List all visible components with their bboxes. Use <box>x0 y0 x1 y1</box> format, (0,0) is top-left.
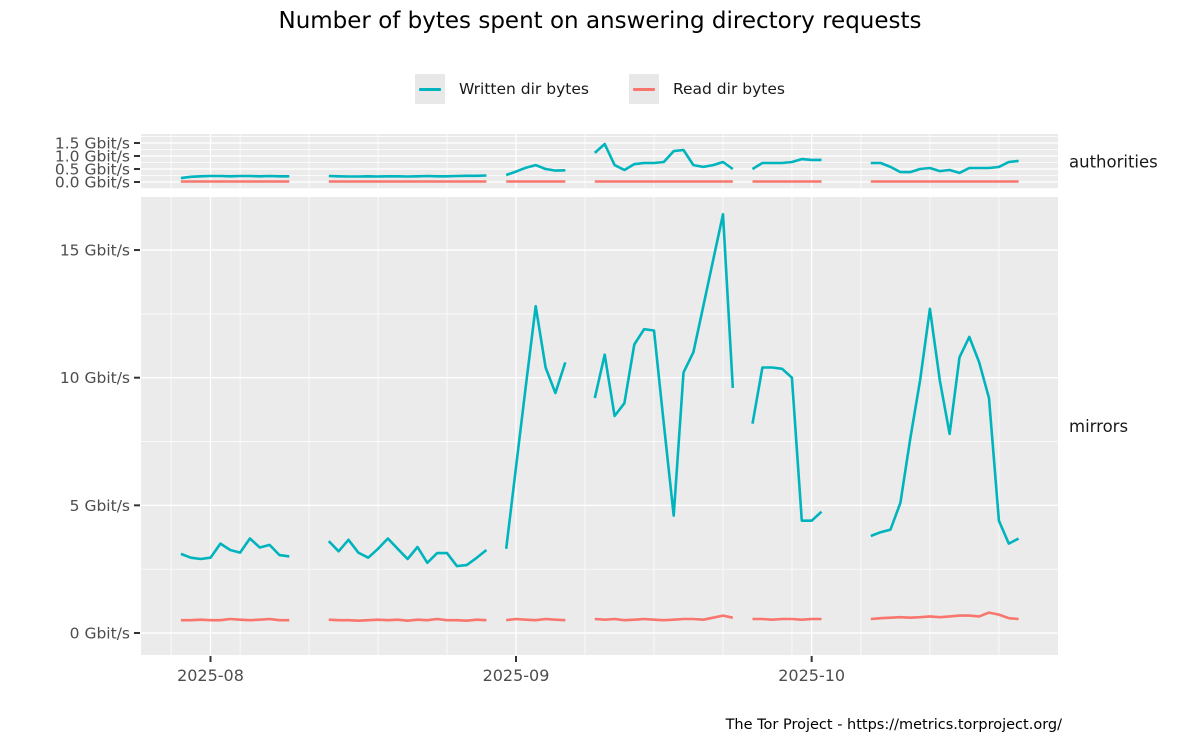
written-series-line-authorities <box>180 174 290 180</box>
x-tick-label: 2025-08 <box>177 666 244 685</box>
read-series-line-mirrors <box>180 617 290 622</box>
read-series-line-mirrors <box>328 617 487 623</box>
y-tick-label: 5 Gbit/s <box>70 497 130 515</box>
written-series-line-mirrors <box>180 537 290 561</box>
chart-caption: The Tor Project - https://metrics.torpro… <box>725 717 1062 733</box>
written-series-line-mirrors <box>504 304 567 549</box>
legend-label-written: Written dir bytes <box>459 80 589 98</box>
y-tick-label: 10 Gbit/s <box>60 369 130 387</box>
written-series-line-mirrors <box>593 213 735 517</box>
x-tick-label: 2025-10 <box>778 666 845 685</box>
read-series-line-mirrors <box>594 614 734 622</box>
written-series-line-mirrors <box>751 366 823 523</box>
facet-panel-mirrors: 0 Gbit/s 5 Gbit/s 10 Gbit/s 15 Gbit/s <box>60 197 1058 655</box>
legend-item-read: Read dir bytes <box>628 74 785 104</box>
facet-label-mirrors: mirrors <box>1069 417 1128 436</box>
written-line-swatch-icon <box>415 74 446 104</box>
written-series-line-authorities <box>505 163 566 177</box>
legend-label-read: Read dir bytes <box>672 80 785 98</box>
y-tick-label: 15 Gbit/s <box>60 242 130 260</box>
written-series-line-authorities <box>593 142 734 172</box>
written-series-line-mirrors <box>870 307 1020 545</box>
y-tick-label: 0.0 Gbit/s <box>55 174 130 192</box>
facet-label-authorities: authorities <box>1069 153 1158 172</box>
read-series-line-mirrors <box>752 617 822 622</box>
legend-item-written: Written dir bytes <box>415 74 589 104</box>
y-tick-label: 1.5 Gbit/s <box>55 135 130 153</box>
y-tick-label: 1.0 Gbit/s <box>55 148 130 166</box>
y-tick-label: 0 Gbit/s <box>70 625 130 643</box>
read-series-line-mirrors <box>506 617 566 622</box>
chart-title: Number of bytes spent on answering direc… <box>278 8 922 34</box>
read-line-swatch-icon <box>628 74 659 104</box>
legend: Written dir bytes Read dir bytes <box>0 74 1200 104</box>
y-tick-label: 0.5 Gbit/s <box>55 161 130 179</box>
chart: 0.0 Gbit/s0.5 Gbit/s1.0 Gbit/s1.5 Gbit/s… <box>55 134 1158 685</box>
written-series-line-mirrors <box>327 537 488 568</box>
x-tick-label: 2025-09 <box>483 666 550 685</box>
written-series-line-authorities <box>870 159 1019 175</box>
written-series-line-authorities <box>751 157 822 171</box>
written-series-line-authorities <box>328 174 487 178</box>
read-series-line-mirrors <box>870 611 1019 621</box>
panel-background-mirrors <box>141 197 1058 655</box>
facet-panel-authorities: 0.0 Gbit/s0.5 Gbit/s1.0 Gbit/s1.5 Gbit/s <box>55 134 1058 192</box>
